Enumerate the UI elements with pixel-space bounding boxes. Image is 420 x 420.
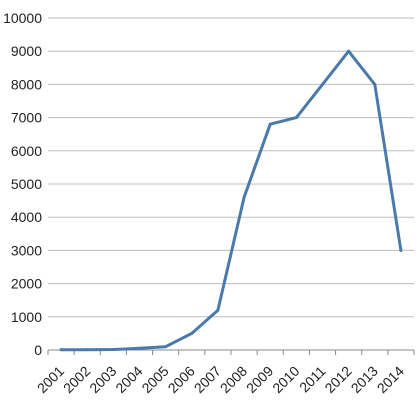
data-point [164, 345, 168, 349]
x-tick-label: 2011 [296, 363, 329, 396]
x-tick-label: 2003 [86, 363, 119, 396]
y-tick-label: 3000 [11, 242, 42, 258]
y-tick-label: 4000 [11, 209, 42, 225]
data-point [373, 82, 377, 86]
y-tick-label: 8000 [11, 76, 42, 92]
x-tick-label: 2007 [191, 363, 224, 396]
data-point [268, 122, 272, 126]
x-tick-label: 2010 [269, 363, 302, 396]
x-tick-label: 2002 [60, 363, 93, 396]
data-point [138, 346, 141, 350]
y-tick-label: 9000 [11, 43, 42, 59]
x-tick-label: 2005 [138, 363, 171, 396]
x-tick-label: 2013 [348, 363, 381, 396]
data-point [347, 49, 351, 53]
data-point [59, 348, 63, 352]
data-point [216, 308, 220, 312]
x-tick-label: 2009 [243, 363, 276, 396]
y-tick-label: 7000 [11, 110, 42, 126]
series-line [59, 49, 403, 352]
y-gridlines [48, 17, 414, 318]
y-tick-label: 6000 [11, 143, 42, 159]
x-tick-label: 2006 [165, 363, 198, 396]
y-tick-label: 10000 [3, 10, 42, 26]
data-point [85, 348, 89, 352]
data-point [190, 331, 194, 335]
y-tick-label: 0 [34, 342, 42, 358]
x-tick-label: 2012 [321, 363, 354, 396]
data-point [242, 195, 246, 199]
y-axis: 0 1000 2000 3000 4000 5000 6000 7000 8000 9000 100… [3, 10, 42, 358]
x-tick-label: 2014 [374, 363, 407, 396]
y-tick-label: 2000 [11, 276, 42, 292]
x-tick-label: 2008 [217, 363, 250, 396]
series-points [59, 49, 403, 352]
y-tick-label: 1000 [11, 309, 42, 325]
y-tick-label: 5000 [11, 176, 42, 192]
data-point [321, 82, 324, 86]
data-point [111, 348, 115, 352]
data-point [294, 116, 298, 120]
x-axis: 2001200220032004200520062007200820092010… [34, 350, 415, 396]
x-tick-label: 2004 [112, 363, 145, 396]
data-point [399, 248, 403, 252]
x-tick-label: 2001 [34, 363, 67, 396]
